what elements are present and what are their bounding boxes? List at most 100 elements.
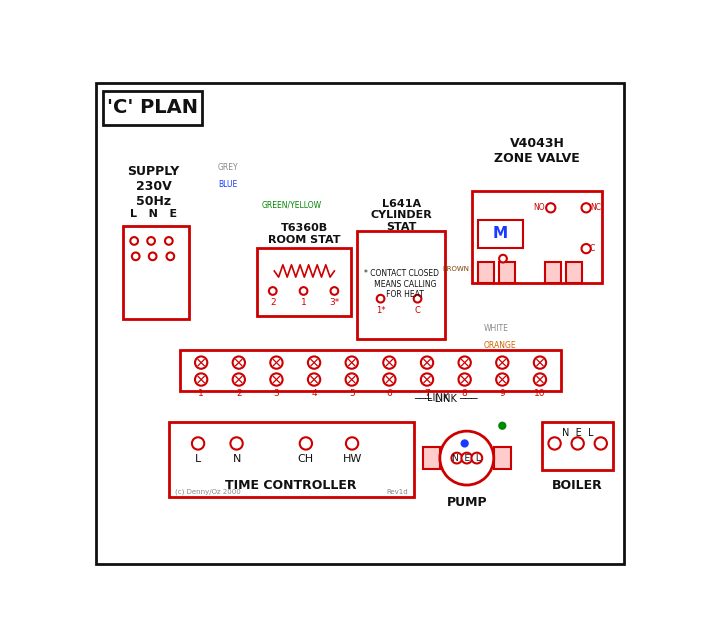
- Circle shape: [149, 253, 157, 260]
- Text: L: L: [195, 454, 201, 464]
- Bar: [357, 231, 445, 338]
- Text: WHITE: WHITE: [484, 324, 509, 333]
- Circle shape: [331, 287, 338, 295]
- Bar: [478, 220, 523, 248]
- Text: 8: 8: [462, 389, 468, 398]
- Bar: [258, 248, 351, 315]
- Circle shape: [308, 373, 320, 386]
- Circle shape: [195, 356, 207, 369]
- Text: L   N   E: L N E: [130, 209, 177, 219]
- Circle shape: [232, 373, 245, 386]
- Text: BOILER: BOILER: [552, 479, 603, 492]
- Bar: [478, 262, 494, 283]
- Circle shape: [383, 356, 395, 369]
- Circle shape: [581, 203, 591, 212]
- Circle shape: [458, 373, 471, 386]
- Text: PUMP: PUMP: [446, 495, 487, 509]
- Text: 3*: 3*: [329, 298, 340, 307]
- Text: 1: 1: [198, 389, 204, 398]
- Bar: [180, 350, 561, 391]
- Text: BROWN: BROWN: [442, 267, 469, 272]
- Text: BLUE: BLUE: [218, 180, 237, 189]
- Text: 1: 1: [300, 298, 307, 307]
- Text: ORANGE: ORANGE: [484, 341, 517, 350]
- Bar: [168, 422, 413, 497]
- Circle shape: [546, 203, 555, 212]
- Circle shape: [345, 373, 358, 386]
- Text: TIME CONTROLLER: TIME CONTROLLER: [225, 479, 357, 492]
- Circle shape: [300, 437, 312, 449]
- Bar: [123, 226, 189, 319]
- Text: GREY: GREY: [218, 163, 239, 172]
- Text: LINK: LINK: [427, 394, 449, 403]
- Circle shape: [230, 437, 243, 449]
- Text: 1*: 1*: [376, 306, 385, 315]
- Circle shape: [581, 244, 591, 253]
- Text: N: N: [232, 454, 241, 464]
- Text: 10: 10: [534, 389, 545, 398]
- Text: N  E  L: N E L: [452, 454, 482, 463]
- Bar: [542, 422, 613, 470]
- Circle shape: [421, 356, 433, 369]
- Circle shape: [461, 453, 472, 463]
- Circle shape: [132, 253, 140, 260]
- Circle shape: [499, 254, 507, 263]
- Circle shape: [451, 453, 462, 463]
- Circle shape: [421, 373, 433, 386]
- Circle shape: [270, 373, 283, 386]
- Circle shape: [195, 373, 207, 386]
- Text: 7: 7: [424, 389, 430, 398]
- Circle shape: [413, 295, 421, 303]
- Circle shape: [346, 437, 358, 449]
- Text: (c) Denny/Oz 2000: (c) Denny/Oz 2000: [175, 488, 241, 495]
- Text: HW: HW: [343, 454, 362, 464]
- Circle shape: [269, 287, 277, 295]
- Text: SUPPLY
230V
50Hz: SUPPLY 230V 50Hz: [127, 165, 180, 208]
- Bar: [423, 447, 440, 469]
- Text: 9: 9: [499, 389, 505, 398]
- Text: L641A
CYLINDER
STAT: L641A CYLINDER STAT: [371, 199, 432, 232]
- Circle shape: [131, 237, 138, 245]
- Circle shape: [534, 373, 546, 386]
- Text: C: C: [590, 244, 595, 253]
- Bar: [472, 191, 602, 283]
- Bar: [494, 447, 510, 469]
- Bar: [545, 262, 561, 283]
- Text: N  E  L: N E L: [562, 428, 593, 438]
- Circle shape: [499, 422, 505, 429]
- Circle shape: [165, 237, 173, 245]
- Circle shape: [534, 356, 546, 369]
- Text: ─── LINK ───: ─── LINK ───: [414, 394, 477, 404]
- Circle shape: [308, 356, 320, 369]
- Circle shape: [496, 373, 508, 386]
- Bar: [566, 262, 581, 283]
- Text: NC: NC: [590, 203, 601, 212]
- Text: M: M: [493, 226, 508, 242]
- Circle shape: [595, 437, 607, 449]
- Circle shape: [166, 253, 174, 260]
- Text: * CONTACT CLOSED
   MEANS CALLING
   FOR HEAT: * CONTACT CLOSED MEANS CALLING FOR HEAT: [364, 269, 439, 299]
- Circle shape: [458, 356, 471, 369]
- Text: 2: 2: [236, 389, 241, 398]
- Circle shape: [571, 437, 584, 449]
- Circle shape: [472, 453, 482, 463]
- Text: 2: 2: [270, 298, 276, 307]
- Text: V4043H
ZONE VALVE: V4043H ZONE VALVE: [494, 137, 580, 165]
- Circle shape: [147, 237, 155, 245]
- Text: CH: CH: [298, 454, 314, 464]
- Text: 'C' PLAN: 'C' PLAN: [107, 98, 198, 117]
- Bar: [499, 262, 515, 283]
- Text: 3: 3: [274, 389, 279, 398]
- Circle shape: [377, 295, 385, 303]
- Circle shape: [496, 356, 508, 369]
- Text: Rev1d: Rev1d: [386, 489, 408, 495]
- Circle shape: [548, 437, 561, 449]
- Text: 4: 4: [311, 389, 317, 398]
- Text: NO: NO: [533, 203, 545, 212]
- Text: T6360B
ROOM STAT: T6360B ROOM STAT: [268, 223, 340, 245]
- Circle shape: [440, 431, 494, 485]
- Bar: [103, 91, 202, 124]
- Circle shape: [270, 356, 283, 369]
- Circle shape: [345, 356, 358, 369]
- Circle shape: [462, 440, 468, 447]
